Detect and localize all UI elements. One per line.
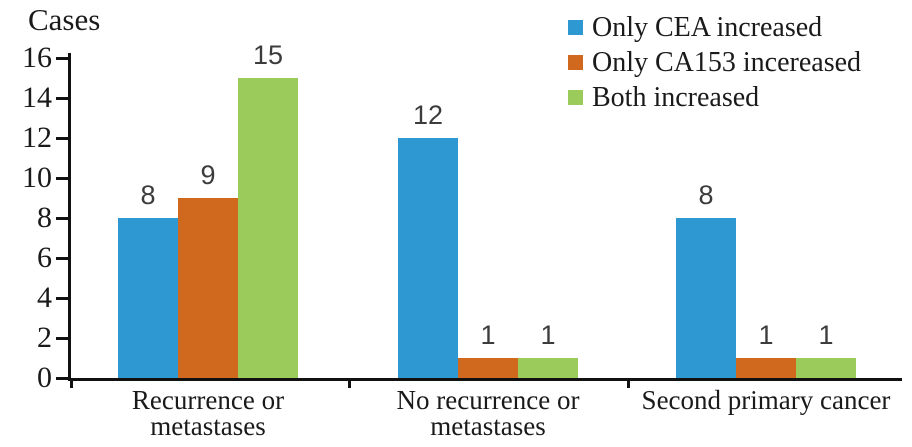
legend-swatch-icon — [568, 90, 583, 105]
bar — [796, 358, 856, 378]
y-tick-mark — [56, 137, 70, 140]
x-tick-mark — [348, 378, 351, 388]
bar-value-label: 1 — [480, 320, 496, 350]
y-tick-label: 2 — [37, 321, 52, 354]
legend-label: Only CEA increased — [592, 11, 823, 43]
x-category-label-line: metastases — [150, 411, 266, 441]
y-tick-mark — [56, 297, 70, 300]
y-tick-mark — [56, 177, 70, 180]
bar-value-label: 1 — [540, 320, 556, 350]
bar — [118, 218, 178, 378]
x-category-label-line: No recurrence or — [396, 385, 580, 415]
y-tick-label: 6 — [37, 241, 52, 274]
y-tick-label: 8 — [37, 201, 52, 234]
y-tick-mark — [56, 97, 70, 100]
y-tick-label: 12 — [22, 121, 52, 154]
x-category-label-line: Recurrence or — [131, 385, 285, 415]
y-axis-title: Cases — [28, 2, 101, 37]
bar — [736, 358, 796, 378]
x-category-label-line: metastases — [430, 411, 546, 441]
x-axis-line — [68, 378, 902, 381]
bar-value-label: 9 — [200, 160, 216, 190]
legend-label: Both increased — [592, 81, 760, 113]
bar-value-label: 12 — [412, 100, 444, 130]
x-category-label: No recurrence or metastases — [328, 385, 648, 441]
bar-value-label: 8 — [698, 180, 714, 210]
bar-value-label: 1 — [758, 320, 774, 350]
legend-item: Only CEA increased — [568, 10, 861, 45]
bar-value-label: 1 — [818, 320, 834, 350]
x-tick-mark — [70, 378, 73, 388]
x-category-label-line: Second primary cancer — [641, 385, 891, 415]
y-tick-label: 10 — [22, 161, 52, 194]
bar — [518, 358, 578, 378]
legend: Only CEA increased Only CA153 incereased B… — [568, 10, 861, 115]
bar-value-label: 15 — [252, 40, 284, 70]
bar — [178, 198, 238, 378]
legend-item: Only CA153 incereased — [568, 45, 861, 80]
x-category-label: Recurrence or metastases — [48, 385, 368, 441]
y-tick-label: 0 — [37, 361, 52, 394]
legend-item: Both increased — [568, 80, 861, 115]
y-tick-mark — [56, 337, 70, 340]
bar — [238, 78, 298, 378]
legend-swatch-icon — [568, 20, 583, 35]
x-tick-mark — [627, 378, 630, 388]
y-tick-label: 16 — [22, 41, 52, 74]
bar — [676, 218, 736, 378]
y-tick-mark — [56, 377, 70, 380]
y-tick-mark — [56, 217, 70, 220]
y-tick-label: 14 — [22, 81, 52, 114]
bar — [458, 358, 518, 378]
bar — [398, 138, 458, 378]
y-tick-mark — [56, 57, 70, 60]
bar-value-label: 8 — [140, 180, 156, 210]
y-tick-label: 4 — [37, 281, 52, 314]
y-tick-mark — [56, 257, 70, 260]
legend-swatch-icon — [568, 55, 583, 70]
x-category-label: Second primary cancer — [606, 385, 912, 415]
legend-label: Only CA153 incereased — [592, 46, 862, 78]
